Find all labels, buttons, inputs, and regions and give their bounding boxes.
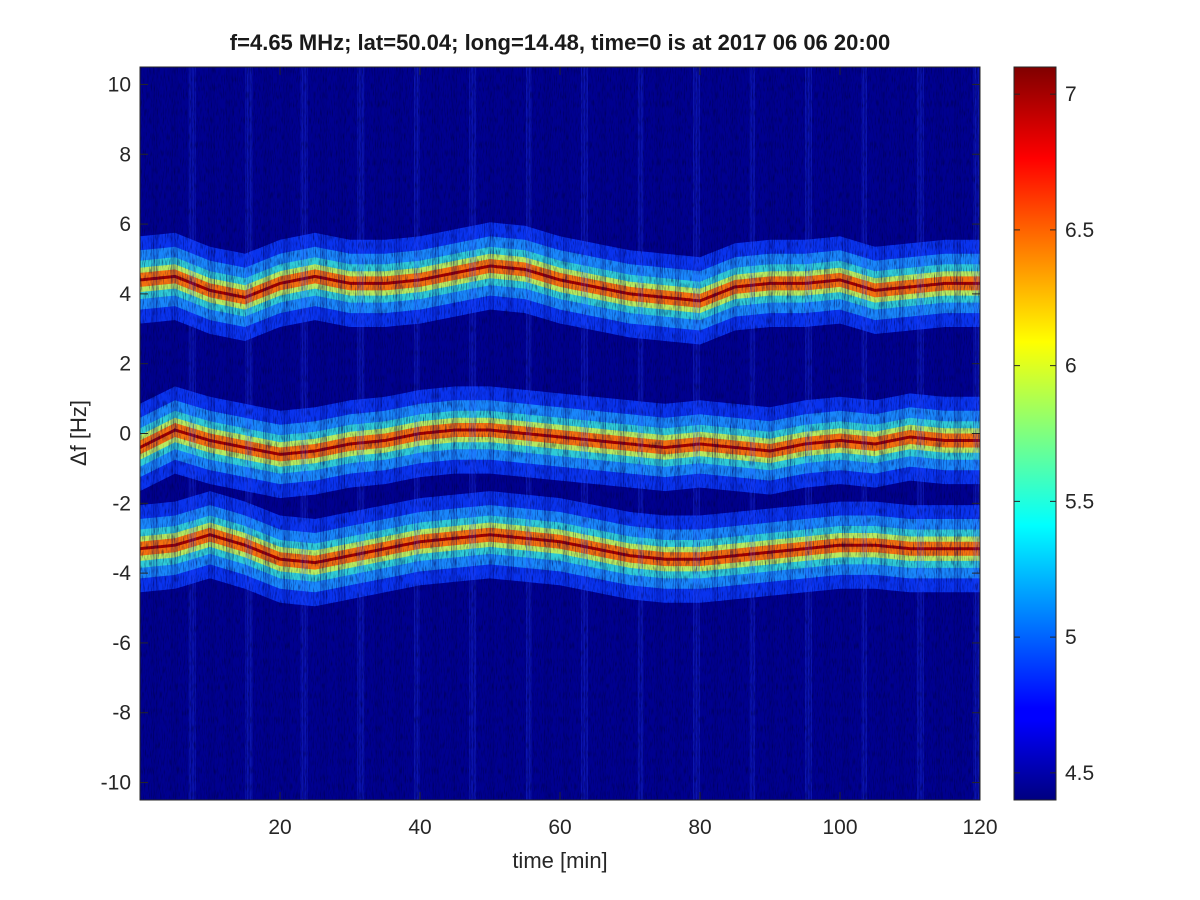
colorbar-tick-label: 6 bbox=[1065, 355, 1077, 378]
y-tick-label: 2 bbox=[119, 353, 131, 376]
y-axis-label: Δf [Hz] bbox=[66, 400, 91, 466]
speckle-overlay bbox=[140, 67, 980, 800]
x-tick-label: 60 bbox=[548, 816, 571, 839]
y-tick-label: -10 bbox=[101, 772, 131, 795]
y-axis-ticks: -10 -8 -6 -4 -2 0 2 4 6 8 10 bbox=[101, 73, 980, 795]
colorbar-tick-label: 4.5 bbox=[1065, 762, 1094, 785]
y-tick-label: 10 bbox=[108, 73, 131, 96]
x-axis-label: time [min] bbox=[512, 848, 607, 873]
x-tick-label: 40 bbox=[408, 816, 431, 839]
x-tick-label: 120 bbox=[962, 816, 997, 839]
y-tick-label: -6 bbox=[112, 632, 131, 655]
colorbar-tick-label: 7 bbox=[1065, 83, 1077, 106]
y-tick-label: 0 bbox=[119, 423, 131, 446]
y-tick-label: 4 bbox=[119, 283, 131, 306]
colorbar-tick-label: 5 bbox=[1065, 626, 1077, 649]
x-tick-label: 20 bbox=[268, 816, 291, 839]
y-tick-label: -2 bbox=[112, 492, 131, 515]
x-tick-label: 100 bbox=[822, 816, 857, 839]
colorbar bbox=[1013, 66, 1057, 801]
y-tick-label: 6 bbox=[119, 213, 131, 236]
y-tick-label: 8 bbox=[119, 143, 131, 166]
colorbar-tick-label: 6.5 bbox=[1065, 219, 1094, 242]
x-tick-label: 80 bbox=[688, 816, 711, 839]
x-axis-ticks: 20 40 60 80 100 120 bbox=[268, 67, 998, 839]
y-tick-label: -8 bbox=[112, 702, 131, 725]
colorbar-tick-label: 5.5 bbox=[1065, 490, 1094, 513]
y-tick-label: -4 bbox=[112, 562, 131, 585]
chart-title: f=4.65 MHz; lat=50.04; long=14.48, time=… bbox=[229, 30, 891, 55]
colorbar-ticks: 4.5 5 5.5 6 6.5 7 bbox=[1014, 83, 1094, 785]
